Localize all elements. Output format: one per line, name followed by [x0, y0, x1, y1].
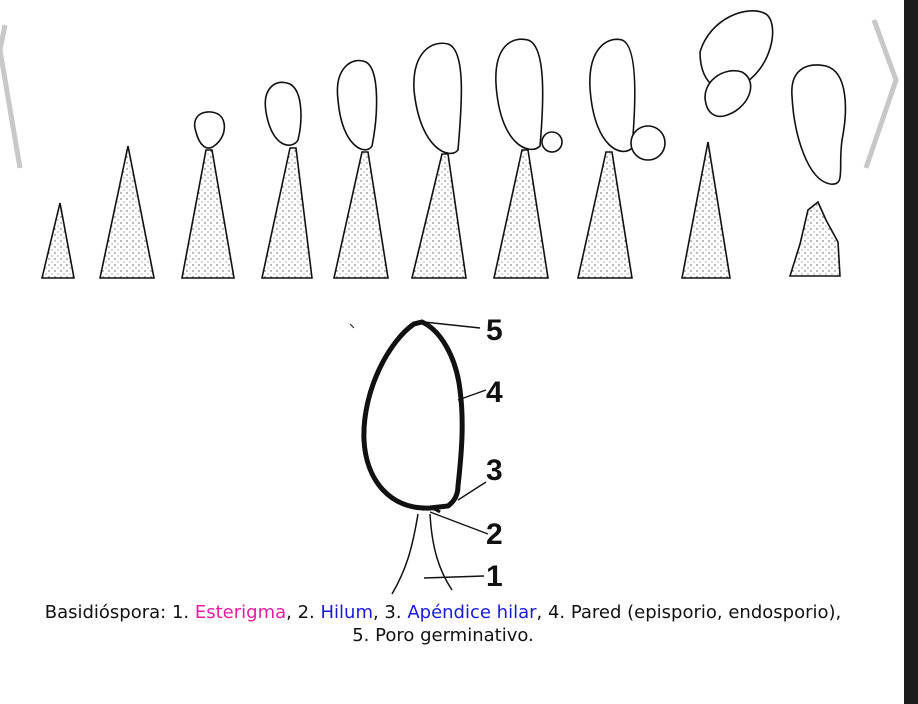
spore-development-illustration	[40, 10, 847, 279]
label-5: 5	[486, 314, 503, 347]
label-4: 4	[486, 376, 503, 409]
label-1: 1	[486, 560, 503, 593]
caption-sep-1: , 2.	[286, 602, 321, 623]
sterigma	[391, 513, 419, 595]
caption-prefix: Basidióspora: 1.	[44, 602, 195, 623]
chevron-left-icon[interactable]	[0, 20, 30, 170]
window-edge	[904, 0, 918, 704]
caption-rest: , 4. Pared (episporio, endosporio),	[536, 602, 842, 623]
spore-wall	[361, 319, 465, 511]
label-2: 2	[486, 518, 503, 551]
caption-sep-2: , 3.	[372, 602, 408, 623]
chevron-right-icon[interactable]	[860, 18, 900, 170]
caption-line-2: 5. Poro germinativo.	[352, 625, 534, 646]
figure-caption: Basidióspora: 1. Esterigma, 2. Hilum, 3.…	[0, 601, 886, 647]
link-hilum[interactable]: Hilum	[320, 602, 373, 623]
link-esterigma[interactable]: Esterigma	[194, 602, 287, 623]
label-3: 3	[486, 454, 503, 487]
link-apendice-hilar[interactable]: Apéndice hilar	[407, 602, 537, 623]
basidiospore-diagram: 5 4 3 2 1	[349, 314, 503, 595]
